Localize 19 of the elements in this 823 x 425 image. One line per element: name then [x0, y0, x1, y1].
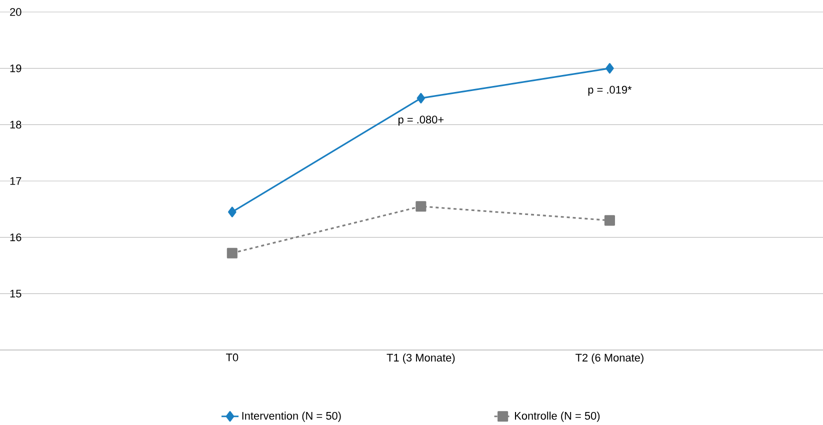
point — [416, 92, 426, 104]
point — [416, 201, 426, 212]
point — [604, 215, 615, 226]
y-tick-label: 15 — [10, 290, 22, 298]
y-tick-label: 19 — [10, 64, 22, 72]
y-tick-label: 16 — [10, 233, 22, 242]
point — [226, 248, 238, 258]
point — [228, 206, 236, 218]
y-tick-label: 17 — [10, 177, 22, 185]
point — [606, 63, 614, 74]
annotation: p = .080+ — [398, 116, 444, 126]
y-tick-label: 18 — [10, 120, 22, 129]
x-tick-label: T1 (3 Monate) — [386, 354, 455, 364]
x-tick-label: T0 — [226, 354, 238, 362]
legend-label: Intervention (N = 50) — [242, 412, 341, 422]
x-tick-label: T2 (6 Monate) — [576, 354, 644, 364]
annotation: p = .019* — [588, 86, 632, 96]
legend-label: Kontrolle (N = 50) — [515, 412, 600, 422]
y-tick-label: 20 — [10, 8, 22, 16]
